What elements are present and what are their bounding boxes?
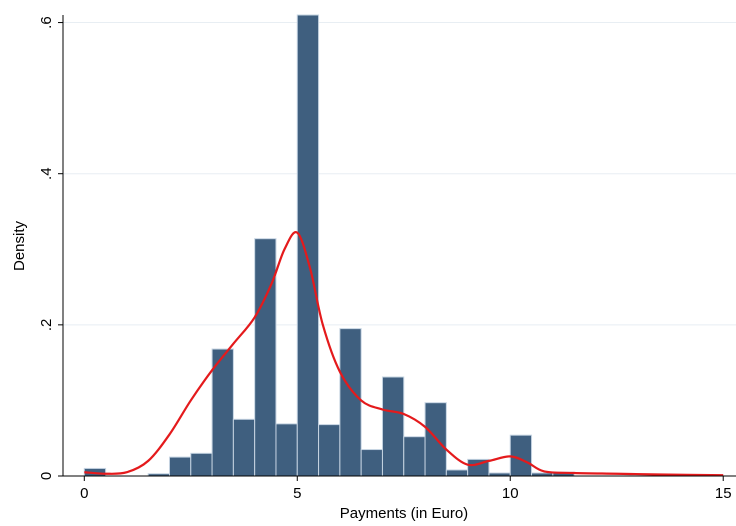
histogram-bar-10 — [296, 14, 320, 477]
x-axis-label: Payments (in Euro) — [340, 505, 468, 522]
grid-lines — [63, 22, 736, 326]
x-tick-label-1: 5 — [293, 485, 301, 502]
histogram-bar-13 — [360, 449, 383, 477]
histogram-bar-4 — [168, 456, 192, 477]
histogram-bar-9 — [275, 423, 298, 477]
histogram-bar-15 — [403, 436, 426, 477]
y-tick-label-2: .4 — [38, 167, 55, 180]
histogram-bar-17 — [445, 469, 469, 477]
histogram-bar-8 — [254, 238, 277, 477]
x-tick-label-3: 15 — [715, 485, 732, 502]
histogram-bar-11 — [318, 424, 341, 477]
histogram-bar-20 — [509, 434, 533, 477]
y-tick-label-1: .2 — [38, 319, 55, 332]
y-tick-labels: 0 .2 .4 .6 — [38, 16, 63, 480]
y-axis-label: Density — [11, 220, 28, 271]
histogram-bar-7 — [232, 418, 256, 477]
histogram-bar-14 — [381, 376, 405, 477]
axes — [62, 15, 736, 477]
x-tick-label-2: 10 — [502, 485, 519, 502]
histogram-bar-6 — [211, 348, 234, 477]
x-tick-labels: 0 5 10 15 — [80, 476, 732, 502]
histogram-bar-5 — [190, 452, 213, 477]
density-curve — [84, 231, 724, 477]
x-tick-label-0: 0 — [80, 485, 88, 502]
y-tick-label-3: .6 — [38, 16, 55, 29]
y-tick-label-0: 0 — [38, 472, 55, 480]
histogram-bars — [83, 14, 575, 477]
histogram-bar-12 — [339, 328, 362, 477]
